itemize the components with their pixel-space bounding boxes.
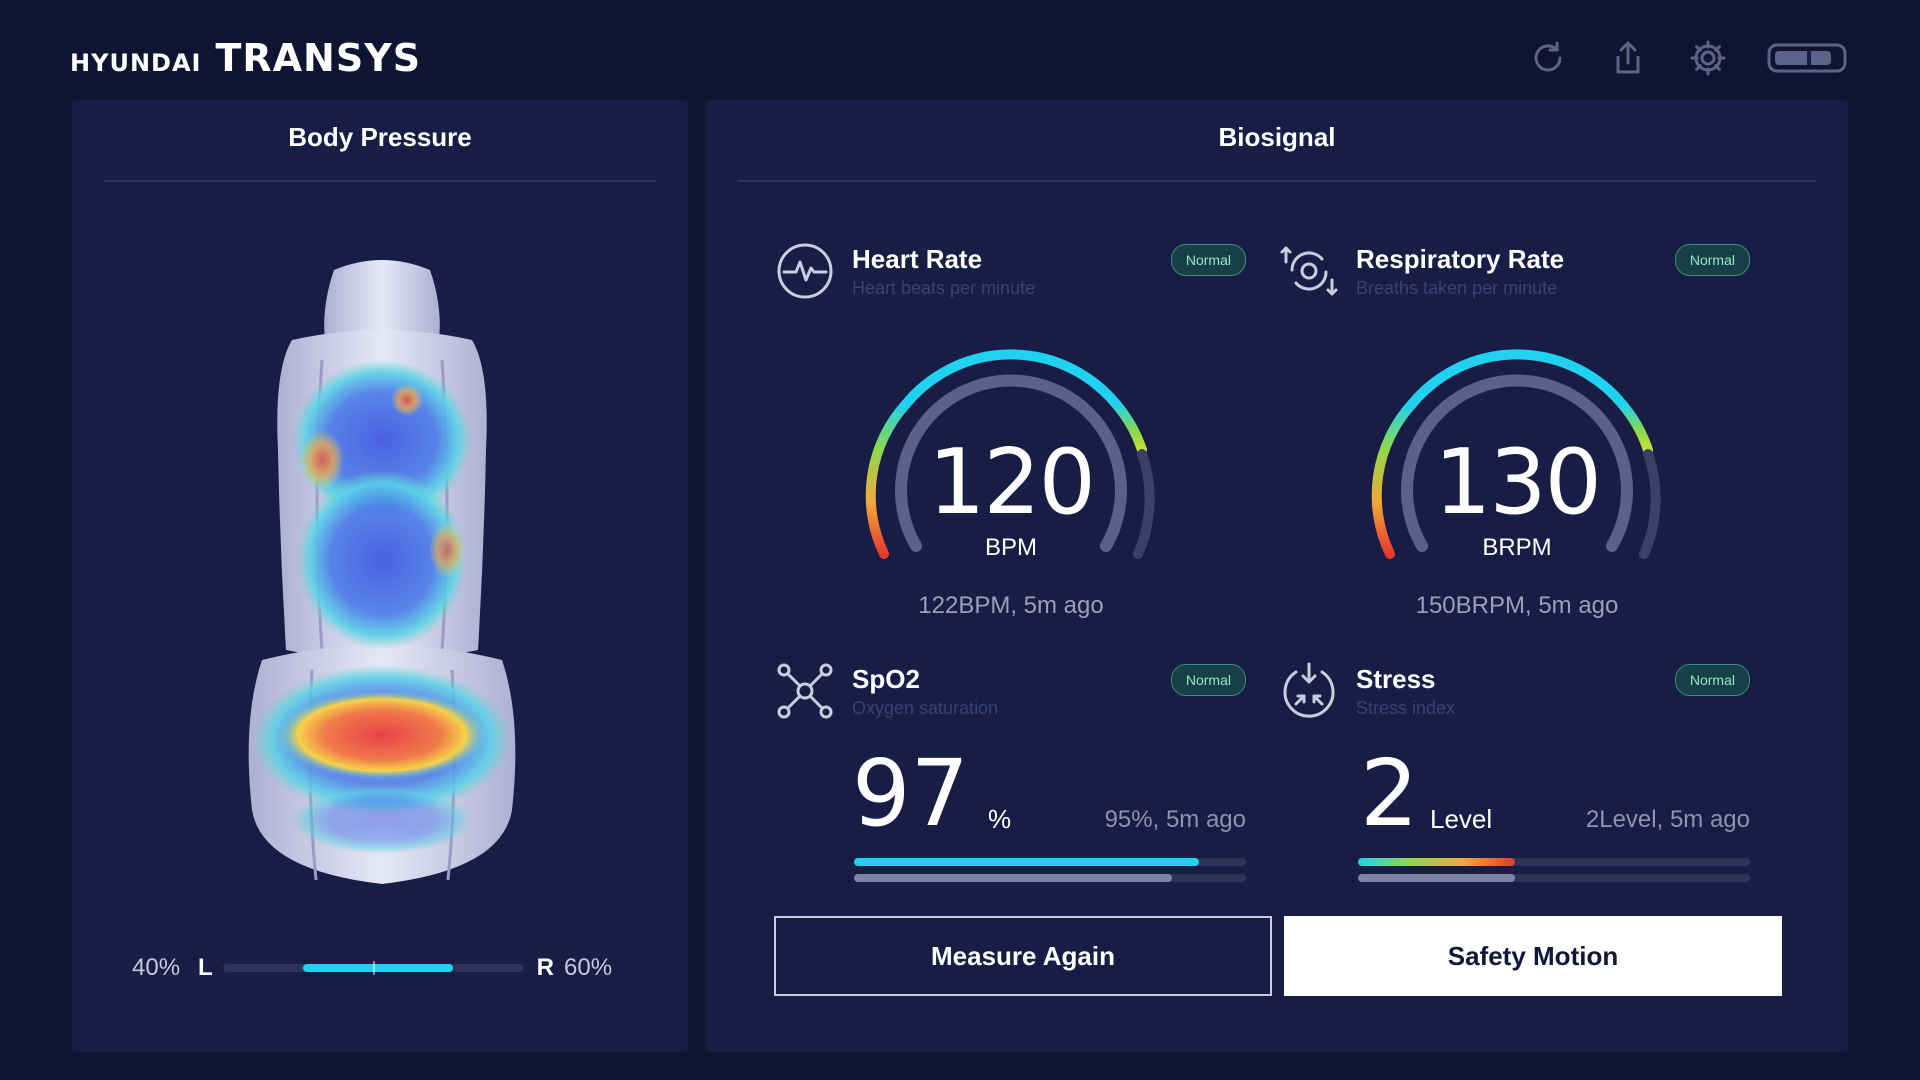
respiratory-rate-header: Respiratory Rate Breaths taken per minut…: [1278, 240, 1750, 310]
left-label: L: [198, 954, 213, 981]
share-icon[interactable]: [1606, 36, 1650, 80]
heart-rate-previous: 122BPM, 5m ago: [918, 592, 1104, 619]
balance-fill: [302, 964, 453, 972]
stress-previous: 2Level, 5m ago: [1585, 806, 1750, 833]
stress-header: Stress Stress index Normal: [1278, 660, 1750, 730]
app-header: HYUNDAI TRANSYS: [0, 0, 1920, 100]
biosignal-panel: Biosignal Heart Rate Heart beats per min…: [706, 100, 1848, 1052]
refresh-icon[interactable]: [1526, 36, 1570, 80]
spo2-current-fill: [854, 858, 1199, 866]
battery-icon[interactable]: [1766, 36, 1850, 80]
spo2-previous-bar: [854, 874, 1246, 882]
divider: [738, 180, 1816, 182]
stress-unit: Level: [1430, 804, 1493, 834]
molecule-icon: [777, 663, 833, 719]
spo2-subtitle: Oxygen saturation: [852, 698, 999, 718]
brand-logo: HYUNDAI TRANSYS: [70, 36, 421, 80]
gear-icon[interactable]: [1686, 36, 1730, 80]
heart-rate-gauge-arc: [865, 349, 1155, 559]
stress-icon: [1283, 662, 1335, 718]
balance-track: [222, 961, 523, 975]
respiratory-rate-gauge-arc: [1371, 349, 1661, 559]
respiratory-rate-previous: 150BRPM, 5m ago: [1415, 592, 1619, 619]
spo2-previous: 95%, 5m ago: [1104, 806, 1246, 833]
heart-rate-unit: BPM: [984, 534, 1037, 561]
heart-rate-gauge: 120 BPM 122BPM, 5m ago: [846, 330, 1176, 640]
stress-title: Stress: [1356, 664, 1436, 694]
spo2-status-badge: Normal: [1170, 664, 1246, 696]
stress-current-bar: [1358, 858, 1750, 866]
stress-value: 2: [1360, 740, 1419, 847]
safety-motion-button[interactable]: Safety Motion: [1284, 916, 1782, 996]
spo2-header: SpO2 Oxygen saturation Normal: [774, 660, 1246, 730]
stress-previous-bar: [1358, 874, 1750, 882]
respiration-icon: [1280, 246, 1338, 296]
spo2-value: 97: [852, 740, 970, 847]
heart-rate-status-badge: Normal: [1170, 244, 1246, 276]
balance-center-tick: [372, 961, 375, 975]
left-percent: 40%: [132, 954, 181, 981]
spo2-unit: %: [988, 804, 1012, 834]
toolbar: [1526, 36, 1850, 80]
biosignal-title: Biosignal: [1218, 122, 1336, 152]
respiratory-rate-status-badge: Normal: [1674, 244, 1750, 276]
respiratory-rate-value: 130: [1434, 430, 1602, 535]
brand-hyundai: HYUNDAI: [70, 49, 202, 77]
spo2-previous-fill: [854, 874, 1172, 882]
stress-previous-fill: [1358, 874, 1515, 882]
stress-current-fill: [1358, 858, 1515, 866]
body-pressure-panel: Body Pressure: [72, 100, 688, 1052]
brand-transys: TRANSYS: [215, 36, 422, 80]
stress-status-badge: Normal: [1674, 664, 1750, 696]
left-right-balance: 40% L R 60%: [132, 948, 632, 988]
divider: [104, 180, 656, 182]
spo2-current-bar: [854, 858, 1246, 866]
stress-subtitle: Stress index: [1356, 698, 1456, 718]
heart-pulse-icon: [777, 243, 833, 299]
respiratory-rate-unit: BRPM: [1482, 534, 1552, 561]
right-percent: 60%: [564, 954, 613, 981]
right-label: R: [536, 954, 555, 981]
respiratory-rate-title: Respiratory Rate: [1356, 244, 1565, 274]
respiratory-rate-gauge: 130 BRPM 150BRPM, 5m ago: [1352, 330, 1682, 640]
heart-rate-value: 120: [928, 430, 1096, 535]
seat-pressure-heatmap: [248, 260, 516, 884]
heart-rate-header: Heart Rate Heart beats per minute Normal: [774, 240, 1246, 310]
heart-rate-subtitle: Heart beats per minute: [852, 278, 1036, 298]
measure-again-button[interactable]: Measure Again: [774, 916, 1272, 996]
heart-rate-title: Heart Rate: [852, 244, 983, 274]
body-pressure-title: Body Pressure: [288, 122, 472, 152]
spo2-title: SpO2: [852, 664, 920, 694]
respiratory-rate-subtitle: Breaths taken per minute: [1356, 278, 1558, 298]
